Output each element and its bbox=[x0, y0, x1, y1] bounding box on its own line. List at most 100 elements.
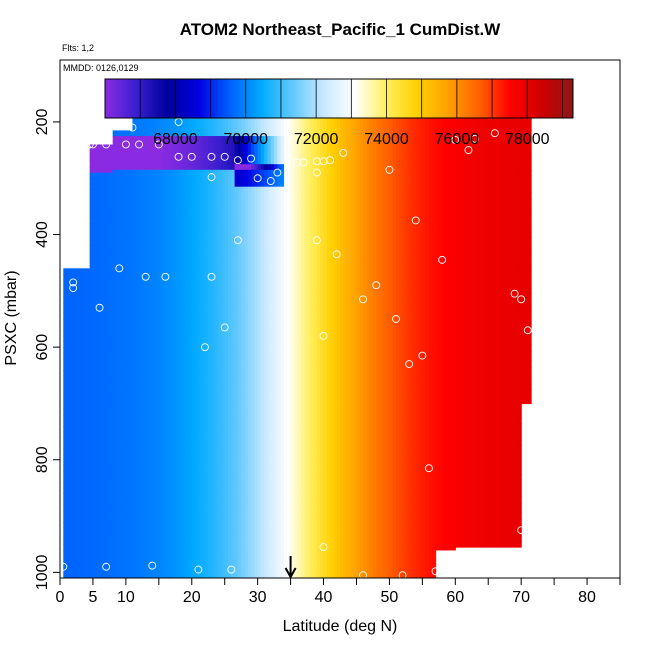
heatmap-cell bbox=[66, 369, 71, 376]
heatmap-cell bbox=[244, 181, 249, 188]
heatmap-cell bbox=[142, 535, 147, 543]
heatmap-cell bbox=[218, 310, 223, 317]
heatmap-cell bbox=[119, 271, 124, 278]
heatmap-cell bbox=[145, 378, 150, 385]
heatmap-cell bbox=[145, 485, 150, 492]
heatmap-cell bbox=[66, 431, 71, 438]
heatmap-cell bbox=[152, 248, 157, 255]
heatmap-cell bbox=[214, 214, 219, 222]
heatmap-cell bbox=[112, 242, 117, 250]
heatmap-cell bbox=[112, 541, 117, 548]
heatmap-cell bbox=[195, 349, 199, 357]
heatmap-cell bbox=[260, 524, 265, 531]
heatmap-cell bbox=[181, 451, 186, 458]
heatmap-cell bbox=[172, 400, 176, 407]
heatmap-cell bbox=[92, 172, 97, 179]
heatmap-cell bbox=[172, 344, 176, 351]
heatmap-cell bbox=[228, 428, 232, 436]
heatmap-cell bbox=[191, 248, 196, 255]
heatmap-cell bbox=[178, 462, 183, 469]
heatmap-cell bbox=[257, 288, 262, 295]
heatmap-cell bbox=[135, 327, 140, 334]
heatmap-cell bbox=[66, 330, 71, 337]
heatmap-cell bbox=[231, 333, 236, 340]
heatmap-cell bbox=[214, 518, 219, 526]
heatmap-cell bbox=[251, 389, 255, 396]
heatmap-cell bbox=[175, 462, 180, 469]
heatmap-cell bbox=[181, 220, 186, 227]
heatmap-cell bbox=[214, 327, 219, 334]
heatmap-cell bbox=[221, 563, 226, 571]
heatmap-cell bbox=[228, 259, 232, 267]
heatmap-cell bbox=[89, 212, 94, 219]
heatmap-cell bbox=[155, 575, 160, 578]
heatmap-cell bbox=[125, 271, 130, 278]
heatmap-cell bbox=[264, 282, 269, 289]
heatmap-cell bbox=[168, 164, 173, 171]
heatmap-cell bbox=[139, 552, 143, 559]
heatmap-cell bbox=[251, 141, 255, 148]
heatmap-cell bbox=[162, 321, 167, 329]
heatmap-cell bbox=[172, 558, 176, 565]
heatmap-cell bbox=[188, 197, 193, 205]
heatmap-cell bbox=[69, 324, 74, 331]
heatmap-cell bbox=[254, 355, 259, 362]
heatmap-cell bbox=[152, 344, 157, 351]
heatmap-cell bbox=[89, 273, 94, 281]
heatmap-cell bbox=[116, 214, 120, 222]
heatmap-cell bbox=[119, 518, 124, 526]
heatmap-cell bbox=[162, 316, 167, 323]
heatmap-cell bbox=[247, 490, 252, 497]
heatmap-cell bbox=[139, 485, 143, 492]
heatmap-cell bbox=[89, 386, 94, 393]
heatmap-cell bbox=[142, 366, 147, 374]
heatmap-cell bbox=[132, 524, 137, 531]
heatmap-cell bbox=[195, 321, 199, 329]
heatmap-cell bbox=[241, 226, 246, 233]
heatmap-cell bbox=[178, 479, 183, 486]
heatmap-cell bbox=[99, 313, 104, 320]
heatmap-cell bbox=[86, 420, 91, 427]
heatmap-cell bbox=[119, 344, 124, 351]
heatmap-cell bbox=[228, 456, 232, 464]
heatmap-cell bbox=[257, 203, 262, 210]
heatmap-cell bbox=[231, 158, 236, 165]
heatmap-cell bbox=[172, 524, 176, 531]
heatmap-cell bbox=[188, 214, 193, 222]
heatmap-cell bbox=[145, 361, 150, 368]
heatmap-cell bbox=[172, 152, 176, 160]
heatmap-cell bbox=[254, 524, 259, 531]
heatmap-cell bbox=[112, 147, 117, 154]
heatmap-cell bbox=[119, 333, 124, 340]
heatmap-cell bbox=[237, 197, 242, 205]
heatmap-cell bbox=[135, 175, 140, 182]
heatmap-cell bbox=[244, 547, 249, 554]
heatmap-cell bbox=[178, 282, 183, 289]
heatmap-cell bbox=[244, 338, 249, 345]
heatmap-cell bbox=[244, 226, 249, 233]
heatmap-cell bbox=[145, 383, 150, 390]
heatmap-cell bbox=[125, 361, 130, 368]
heatmap-cell bbox=[201, 462, 206, 469]
heatmap-cell bbox=[214, 395, 219, 402]
heatmap-cell bbox=[102, 319, 107, 326]
heatmap-cell bbox=[89, 290, 94, 298]
heatmap-cell bbox=[195, 130, 199, 137]
heatmap-cell bbox=[152, 468, 157, 475]
heatmap-cell bbox=[168, 304, 173, 312]
heatmap-cell bbox=[257, 119, 262, 126]
heatmap-cell bbox=[260, 316, 265, 323]
heatmap-cell bbox=[181, 569, 186, 576]
heatmap-cell bbox=[116, 288, 120, 295]
heatmap-cell bbox=[218, 563, 223, 571]
heatmap-cell bbox=[201, 428, 206, 436]
heatmap-cell bbox=[119, 547, 124, 554]
heatmap-cell bbox=[241, 124, 246, 131]
heatmap-cell bbox=[122, 214, 127, 222]
heatmap-cell bbox=[168, 485, 173, 492]
heatmap-cell bbox=[175, 321, 180, 329]
heatmap-cell bbox=[214, 293, 219, 300]
heatmap-cell bbox=[155, 513, 160, 520]
heatmap-cell bbox=[241, 344, 246, 351]
heatmap-cell bbox=[106, 409, 111, 416]
